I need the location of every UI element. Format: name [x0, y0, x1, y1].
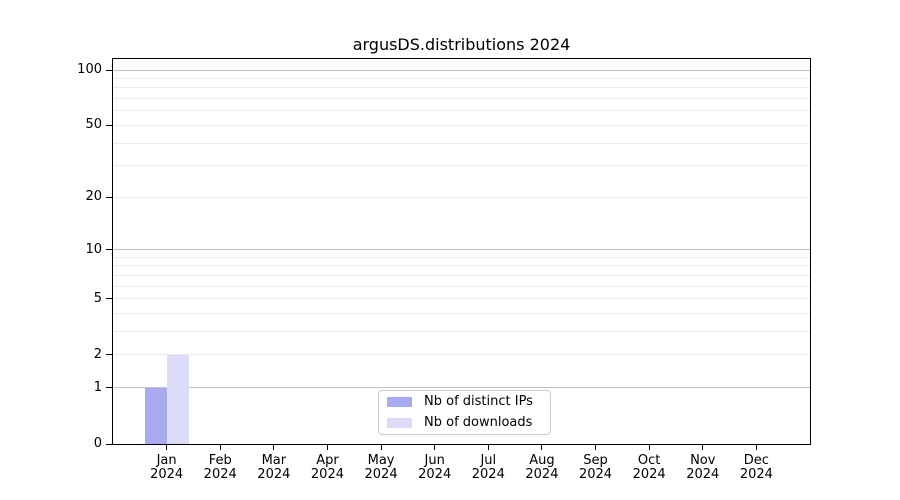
y-tick-label: 5	[93, 290, 102, 306]
gridline-minor	[113, 142, 810, 144]
x-tick-mark	[434, 445, 436, 450]
y-tick-label: 100	[77, 62, 102, 77]
x-tick-mark	[326, 445, 328, 450]
gridline-minor	[113, 298, 810, 300]
y-tick-mark	[106, 69, 112, 71]
gridline-minor	[113, 274, 810, 276]
y-tick-mark	[106, 443, 112, 445]
x-tick-mark	[541, 445, 543, 450]
x-tick-mark	[273, 445, 275, 450]
x-tick-mark	[648, 445, 650, 450]
x-tick-label: Jan 2024	[150, 453, 184, 482]
legend: Nb of distinct IPs Nb of downloads	[378, 390, 551, 435]
gridline-minor	[113, 98, 810, 100]
x-tick-mark	[380, 445, 382, 450]
x-tick-mark	[487, 445, 489, 450]
gridline-minor	[113, 331, 810, 333]
gridline-minor	[113, 313, 810, 315]
gridline-major	[113, 69, 810, 71]
legend-label-distinct-ips: Nb of distinct IPs	[424, 394, 533, 410]
y-tick-label: 0	[93, 436, 102, 451]
gridline-minor	[113, 87, 810, 89]
bar-downloads-jan	[166, 354, 189, 444]
y-tick-label: 2	[93, 346, 102, 362]
gridline-minor	[113, 196, 810, 198]
gridline-minor	[113, 354, 810, 356]
x-tick-label: Aug 2024	[525, 453, 559, 482]
x-tick-mark	[166, 445, 168, 450]
x-tick-label: Jun 2024	[418, 453, 452, 482]
y-tick-mark	[106, 387, 112, 389]
y-tick-mark	[106, 354, 112, 356]
y-tick-label: 20	[85, 189, 102, 205]
x-tick-mark	[755, 445, 757, 450]
x-tick-label: Nov 2024	[686, 453, 720, 482]
gridline-major	[113, 249, 810, 251]
y-tick-label: 1	[93, 379, 102, 395]
plot-area	[112, 58, 811, 445]
y-tick-label: 10	[85, 241, 102, 257]
y-tick-mark	[106, 298, 112, 300]
gridline-minor	[113, 285, 810, 287]
gridline-minor	[113, 265, 810, 267]
x-tick-label: Apr 2024	[310, 453, 344, 482]
gridline-minor	[113, 77, 810, 79]
legend-swatch-downloads-icon	[387, 417, 412, 428]
gridline-major	[113, 387, 810, 389]
gridline-minor	[113, 165, 810, 167]
chart-title: argusDS.distributions 2024	[352, 35, 571, 54]
x-tick-label: Feb 2024	[203, 453, 237, 482]
gridline-minor	[113, 124, 810, 126]
gridline-minor	[113, 256, 810, 258]
x-tick-mark	[595, 445, 597, 450]
x-tick-label: May 2024	[364, 453, 398, 482]
legend-item-downloads: Nb of downloads	[379, 413, 550, 433]
gridline-minor	[113, 110, 810, 112]
legend-item-distinct-ips: Nb of distinct IPs	[379, 392, 550, 412]
x-tick-label: Mar 2024	[257, 453, 291, 482]
y-tick-mark	[106, 249, 112, 251]
legend-label-downloads: Nb of downloads	[424, 414, 533, 430]
y-tick-mark	[106, 124, 112, 126]
legend-swatch-distinct-ips-icon	[387, 397, 412, 408]
x-tick-mark	[219, 445, 221, 450]
x-tick-label: Sep 2024	[578, 453, 613, 482]
y-tick-label: 50	[85, 117, 102, 133]
y-tick-mark	[106, 196, 112, 198]
x-tick-label: Jul 2024	[471, 453, 505, 482]
x-tick-label: Oct 2024	[632, 453, 666, 482]
x-tick-label: Dec 2024	[739, 453, 773, 482]
bar-distinct-ips-jan	[144, 387, 167, 444]
x-tick-mark	[702, 445, 704, 450]
